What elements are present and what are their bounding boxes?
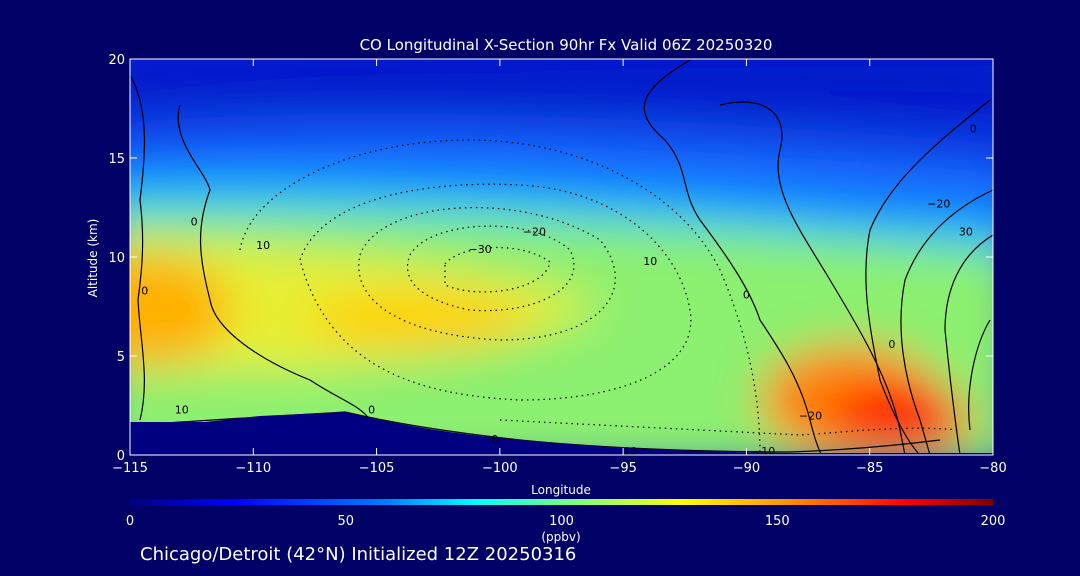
contour-label: 10 — [643, 255, 657, 268]
contour-solid — [968, 319, 991, 431]
x-axis: −115 −110 −105 −100 −95 −90 −85 −80 — [112, 59, 1007, 476]
contour-solid — [643, 59, 823, 455]
contour-label: 0 — [191, 215, 198, 228]
contour-solid — [177, 104, 371, 421]
contour-label: −10 — [752, 445, 775, 458]
contour-dotted-lines — [239, 139, 961, 455]
contour-solid — [865, 99, 991, 455]
y-axis: 0 5 10 15 20 — [108, 53, 993, 464]
colorbar — [130, 499, 993, 505]
x-tick-label: −110 — [235, 461, 271, 476]
colorbar-ticks: 0 50 100 150 200 — [126, 514, 1006, 529]
field-band-upper-light — [130, 128, 993, 229]
x-tick-label: −100 — [482, 461, 518, 476]
contour-labels: 10 −30 −20 10 0 0 0 10 0 0 −10 −10 −20 0 −20 30 0 — [141, 122, 977, 458]
contour-dotted — [444, 247, 551, 293]
contour-label: −10 — [614, 445, 637, 458]
y-tick-label: 20 — [108, 53, 125, 68]
contour-solid — [944, 234, 993, 455]
x-tick-label: −105 — [359, 461, 395, 476]
chart-title: CO Longitudinal X-Section 90hr Fx Valid … — [360, 36, 773, 54]
x-axis-label: Longitude — [531, 483, 591, 497]
contour-label: 10 — [175, 403, 189, 416]
contour-label: −20 — [927, 198, 950, 211]
colorbar-tick-label: 100 — [549, 514, 574, 529]
terrain-mask — [130, 412, 993, 455]
co-field — [130, 59, 993, 455]
contour-label: −30 — [469, 243, 492, 256]
x-tick-label: −95 — [609, 461, 636, 476]
y-tick-label: 0 — [117, 449, 125, 464]
contour-label: 0 — [491, 433, 498, 446]
contour-dotted — [299, 183, 692, 401]
contour-label: 0 — [368, 403, 375, 416]
field-plume-red — [830, 385, 970, 455]
contour-dotted — [499, 419, 961, 436]
y-axis-label: Altitude (km) — [86, 219, 100, 298]
contour-label: 0 — [970, 122, 977, 135]
contour-label: 0 — [743, 289, 750, 302]
colorbar-unit: (ppbv) — [541, 530, 580, 544]
colorbar-tick-label: 200 — [981, 514, 1006, 529]
x-tick-label: −80 — [979, 461, 1006, 476]
colorbar-tick-label: 150 — [765, 514, 790, 529]
colorbar-tick-label: 50 — [337, 514, 354, 529]
contour-label: 10 — [256, 239, 270, 252]
contour-label: 30 — [959, 225, 973, 238]
y-tick-label: 15 — [108, 152, 125, 167]
x-tick-label: −115 — [112, 461, 148, 476]
y-tick-label: 10 — [108, 251, 125, 266]
x-tick-label: −85 — [856, 461, 883, 476]
field-central-maximum — [310, 290, 530, 350]
y-tick-label: 5 — [117, 350, 125, 365]
colorbar-tick-label: 0 — [126, 514, 134, 529]
contour-label: 0 — [141, 285, 148, 298]
field-west-maximum — [130, 255, 230, 365]
field-upper-dark — [130, 59, 993, 110]
contour-label: 0 — [888, 338, 895, 351]
x-tick-label: −90 — [733, 461, 760, 476]
contour-label: −20 — [523, 225, 546, 238]
plot-area: 10 −30 −20 10 0 0 0 10 0 0 −10 −10 −20 0 −20 30 0 — [130, 59, 993, 458]
contour-solid — [900, 189, 993, 455]
footer-text: Chicago/Detroit (42°N) Initialized 12Z 2… — [140, 544, 576, 565]
contour-label: −20 — [799, 409, 822, 422]
contour-solid — [719, 101, 906, 455]
contour-solid — [130, 74, 146, 421]
